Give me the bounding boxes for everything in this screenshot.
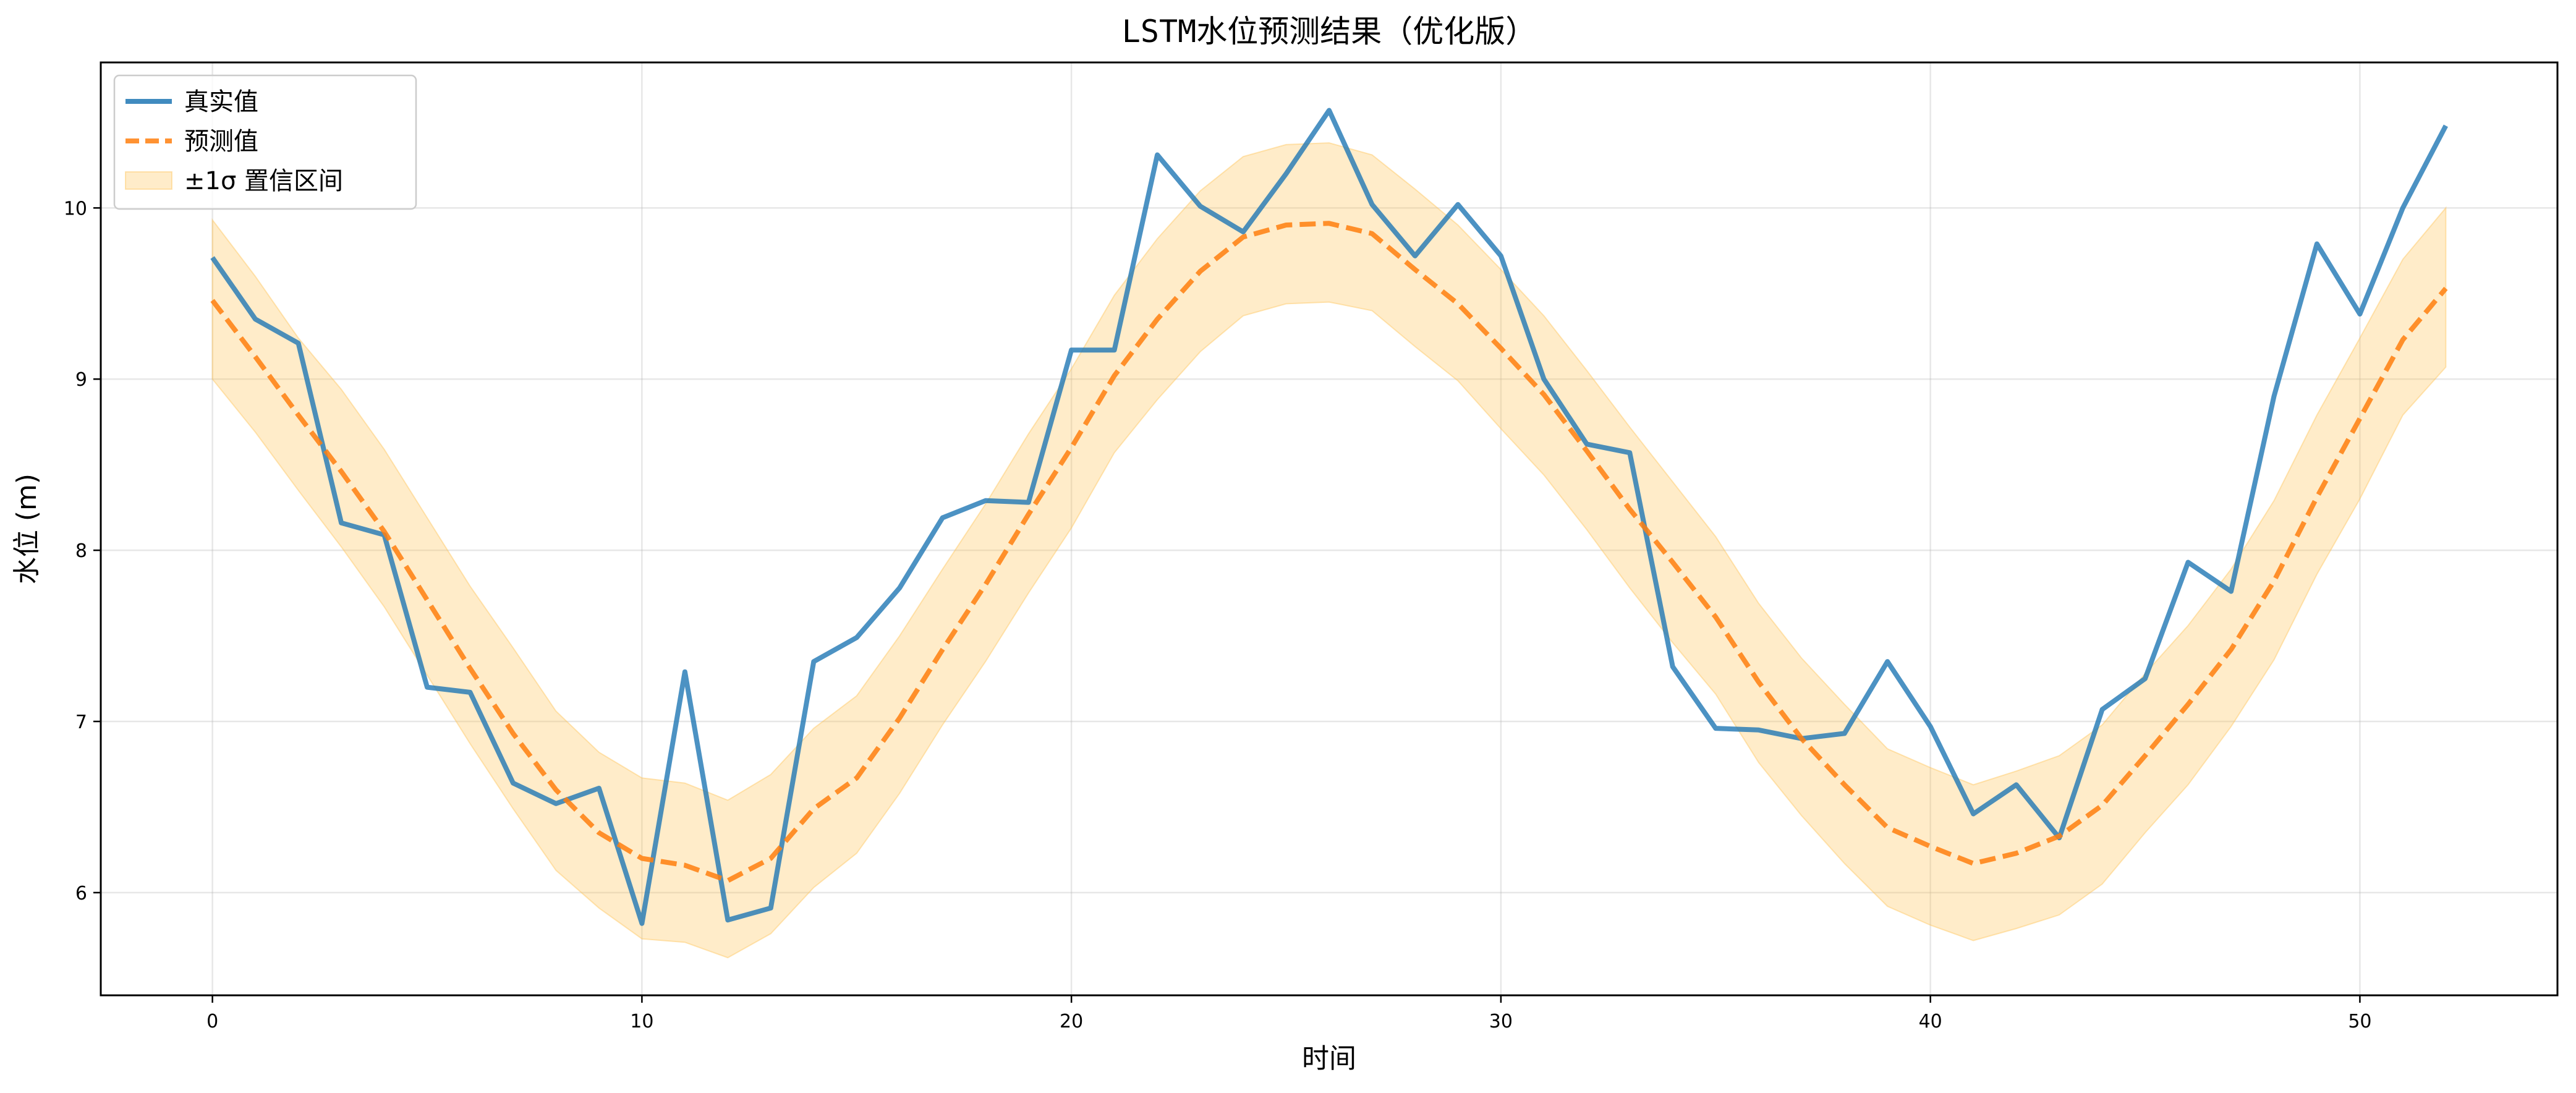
legend-label-predicted: 预测值 — [184, 127, 258, 156]
y-tick-label: 9 — [75, 369, 87, 391]
y-tick-label: 8 — [75, 540, 87, 562]
y-tick-label: 10 — [64, 198, 87, 219]
legend-label-band: ±1σ 置信区间 — [184, 167, 343, 195]
x-tick-label: 20 — [1060, 1011, 1083, 1032]
x-axis-label: 时间 — [1302, 1043, 1356, 1074]
legend-swatch-band — [125, 171, 172, 190]
x-tick-label: 30 — [1489, 1011, 1513, 1032]
series-layer — [210, 108, 2448, 926]
confidence-band — [211, 142, 2447, 959]
x-tick-label: 40 — [1919, 1011, 1942, 1032]
x-tick-label: 0 — [206, 1011, 218, 1032]
x-tick-label: 50 — [2348, 1011, 2371, 1032]
axis-ticks: 0 10 20 30 40 50 6 7 8 9 10 — [64, 198, 2372, 1032]
confidence-band-layer — [211, 142, 2447, 959]
legend: 真实值 预测值 ±1σ 置信区间 — [113, 74, 417, 210]
x-tick-label: 10 — [630, 1011, 653, 1032]
actual-line — [210, 108, 2448, 926]
y-tick-label: 7 — [75, 712, 87, 733]
plot-frame — [100, 61, 2559, 997]
predicted-line — [210, 221, 2448, 883]
chart-title: LSTM水位预测结果（优化版） — [1122, 14, 1536, 49]
y-tick-label: 6 — [75, 883, 87, 904]
legend-label-actual: 真实值 — [184, 88, 258, 116]
grid — [101, 62, 2557, 995]
y-axis-label: 水位 (m) — [11, 474, 43, 584]
legend-box — [113, 74, 417, 210]
